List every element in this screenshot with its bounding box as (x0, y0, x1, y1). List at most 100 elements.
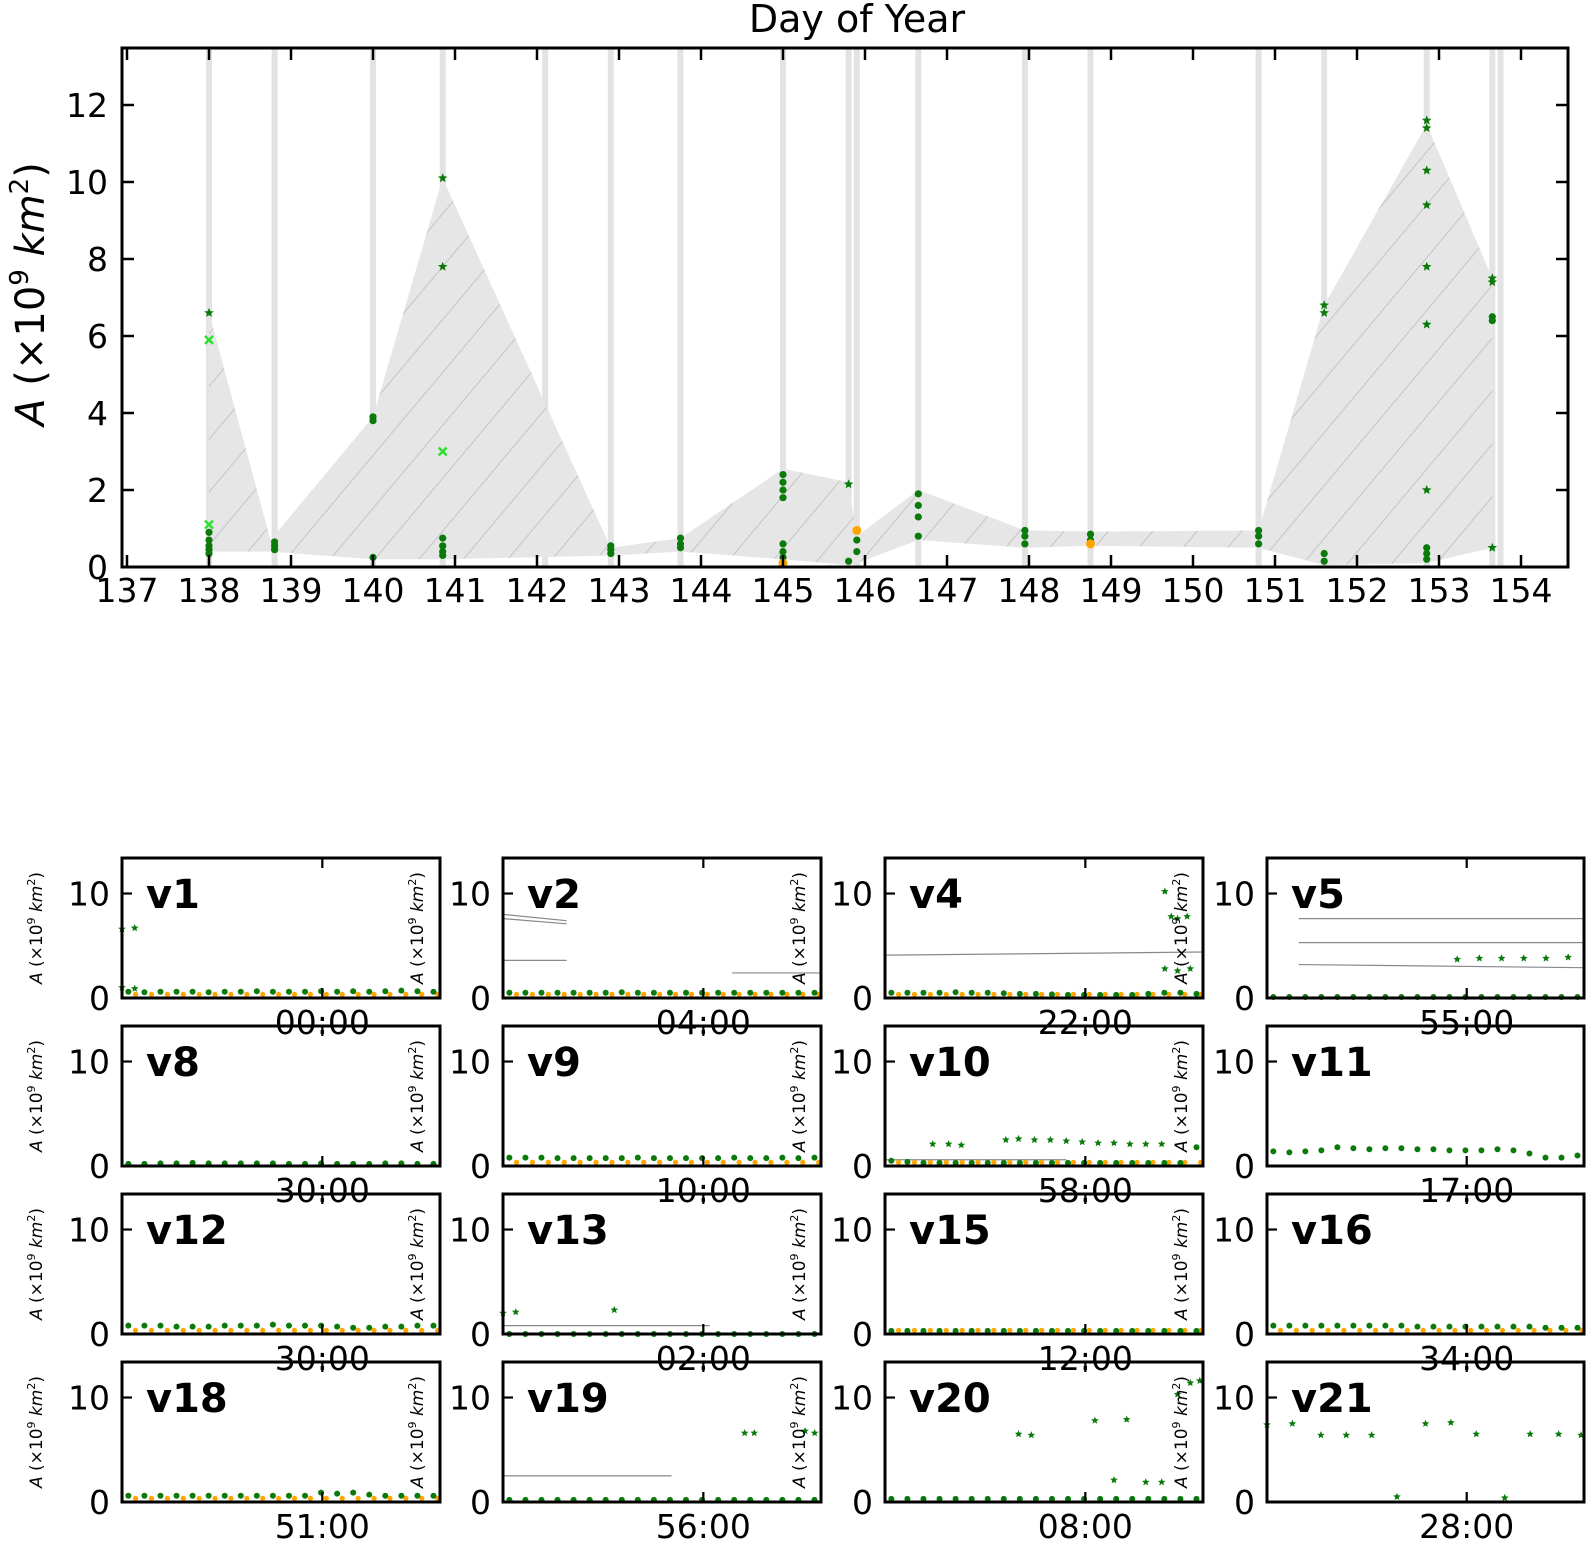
panel-orange-point (1293, 1327, 1299, 1333)
panel-orange-point (688, 991, 695, 997)
panel-point (1016, 990, 1023, 997)
panel-point (1065, 1495, 1072, 1502)
panel-orange-point (371, 991, 377, 997)
panel-point (173, 1492, 180, 1499)
panel-orange-point (1039, 991, 1045, 997)
panel-y-axis-label: A (×109 km2) (25, 1208, 47, 1321)
panel-point (1000, 1327, 1007, 1334)
panel-y-axis-label: A (×109 km2) (406, 1040, 428, 1153)
panel-x-tick-label: 12:00 (1038, 1339, 1133, 1378)
panel-star-point (801, 1427, 809, 1435)
panel-orange-point (1499, 1327, 1506, 1333)
panel-point (984, 989, 991, 996)
data-point (1320, 557, 1328, 565)
data-point-x (437, 446, 448, 457)
panel-x-tick-label: 30:00 (275, 1171, 370, 1210)
panel-orange-point (943, 1159, 949, 1165)
panel-point (779, 989, 786, 996)
y-tick-label: 12 (66, 86, 108, 125)
panel-orange-point (736, 991, 742, 997)
panel-label: v9 (527, 1040, 581, 1086)
panel-orange-point (895, 1159, 902, 1165)
x-tick-label: 151 (1244, 571, 1307, 610)
panel-star-point (1027, 1431, 1036, 1439)
panel-y-tick-label: 0 (470, 1483, 491, 1522)
panel-orange-point (1134, 1327, 1140, 1333)
panel-y-tick-label: 0 (852, 1147, 873, 1186)
panel-point (952, 1159, 959, 1166)
panel-y-tick-label: 0 (470, 1315, 491, 1354)
svg-text:A (×109 km2): A (×109 km2) (1170, 1040, 1192, 1153)
panel-label: v2 (527, 872, 581, 918)
panel-point (888, 1157, 895, 1164)
panel-frame (120, 1192, 442, 1336)
panel-orange-point (1182, 1327, 1188, 1333)
svg-text:A (×109 km2): A (×109 km2) (788, 1376, 810, 1489)
panel-orange-point (975, 991, 981, 997)
panel-point (141, 1492, 148, 1499)
data-point (1255, 532, 1263, 540)
panel-orange-point (704, 991, 710, 997)
y-tick-label: 6 (87, 317, 108, 356)
panel-orange-point (561, 991, 567, 997)
panel-label: v21 (1291, 1376, 1373, 1422)
data-point (1255, 540, 1263, 548)
panel-y-tick-label: 0 (852, 979, 873, 1018)
panel-frame (1265, 856, 1586, 1000)
panel-y-axis-label: A (×109 km2) (1170, 1208, 1192, 1321)
x-tick-label: 137 (96, 571, 159, 610)
panel-x-tick-label: 22:00 (1038, 1003, 1133, 1042)
panel-point (173, 1323, 180, 1330)
panel-point (1016, 1159, 1023, 1166)
panel-orange-point (276, 1327, 282, 1333)
panel-point (269, 988, 276, 995)
panel-point (602, 1155, 609, 1162)
data-point (1086, 539, 1095, 549)
panel-star-point (1173, 914, 1182, 922)
panel-point (1113, 991, 1120, 998)
data-point-star (1421, 319, 1432, 329)
panel-point (1526, 1150, 1533, 1157)
panel-v21: 0 10 28:00 A (×109 km2) v21 (1170, 1360, 1586, 1546)
panel-point (1446, 1323, 1453, 1330)
panel-orange-point (1182, 991, 1188, 997)
data-point (853, 548, 861, 556)
panel-v4: 0 10 22:00 A (×109 km2) v4 (788, 856, 1205, 1042)
panel-orange-point (1086, 1159, 1092, 1165)
data-point (205, 528, 213, 536)
panel-frame (1265, 1360, 1586, 1504)
panel-orange-point (132, 1327, 139, 1333)
panel-v2: 0 10 04:00 A (×109 km2) v2 (406, 856, 823, 1042)
panel-star-point (1091, 1416, 1099, 1424)
panel-orange-point (323, 1495, 329, 1501)
panel-reference-line (502, 917, 567, 925)
svg-text:A (×109 km2): A (×109 km2) (25, 1208, 47, 1321)
panel-orange-point (1086, 991, 1092, 997)
panel-star-point (1186, 1378, 1195, 1387)
panel-point (1366, 1146, 1373, 1153)
panel-label: v11 (1291, 1040, 1373, 1086)
panel-point (904, 1327, 911, 1334)
panel-point (382, 1492, 389, 1499)
panel-v10: 0 10 58:00 A (×109 km2) v10 (788, 1024, 1205, 1210)
data-point-star (1487, 277, 1498, 287)
panel-orange-point (132, 991, 139, 997)
panel-star-point (1142, 1478, 1150, 1486)
panel-orange-point (1134, 1159, 1140, 1165)
panel-x-tick-label: 28:00 (1419, 1507, 1514, 1546)
panel-point (1145, 1495, 1152, 1502)
panel-orange-point (577, 1159, 583, 1165)
panel-orange-point (387, 1327, 393, 1333)
panel-point (984, 1327, 991, 1334)
panel-y-tick-label: 10 (68, 1379, 110, 1418)
panel-orange-point (720, 1159, 726, 1165)
envelope-area (209, 124, 1493, 566)
data-point-star (1421, 485, 1432, 494)
data-point (779, 486, 787, 494)
panel-point (141, 989, 148, 996)
panel-orange-point (959, 991, 965, 997)
y-tick-label: 4 (87, 394, 108, 433)
panel-point (1048, 1159, 1055, 1166)
panel-point (920, 989, 927, 996)
panel-orange-point (657, 991, 663, 997)
